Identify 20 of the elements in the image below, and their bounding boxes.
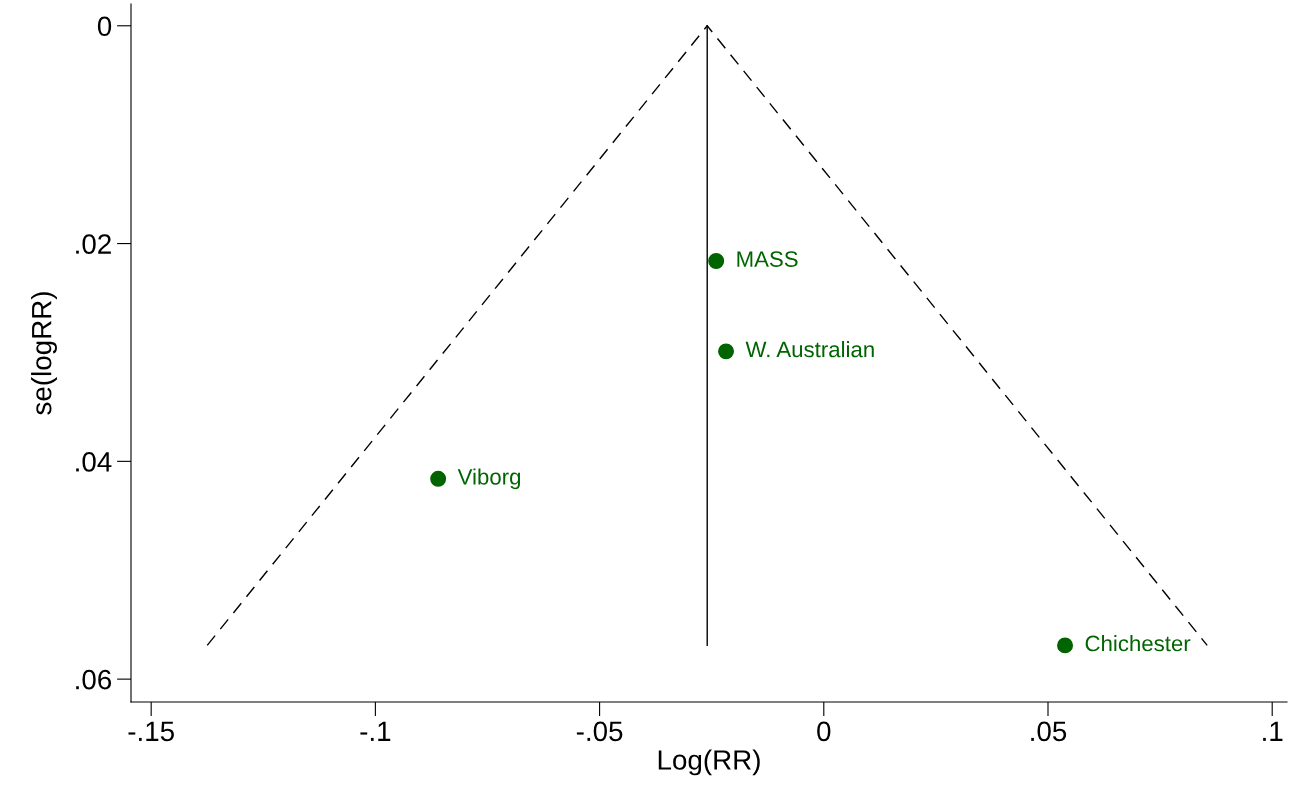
point <box>1057 637 1074 654</box>
point <box>708 253 725 269</box>
annotation: Viborg <box>457 468 521 490</box>
x-tick-label: .05 <box>1031 721 1067 742</box>
x-tick-label: -.1 <box>360 721 391 741</box>
y-tick-label: .02 <box>76 234 111 254</box>
x-tick-label: 0 <box>817 721 831 742</box>
annotation: Chichester <box>1085 635 1191 652</box>
y-tick-label: .06 <box>76 669 112 690</box>
y-axis-title: se(logRR) <box>31 292 57 415</box>
x-axis-title: Log(RR) <box>658 749 760 776</box>
annotation: W. Australian <box>745 341 874 358</box>
annotation: MASS <box>737 251 798 267</box>
x-tick-label: -.05 <box>576 721 623 742</box>
y-tick-label: .04 <box>76 452 112 472</box>
x-tick-label: .1 <box>1263 721 1283 741</box>
point <box>718 343 735 360</box>
point <box>430 470 447 487</box>
y-tick-label: 0 <box>97 16 112 37</box>
x-tick-label: -.15 <box>128 721 174 742</box>
